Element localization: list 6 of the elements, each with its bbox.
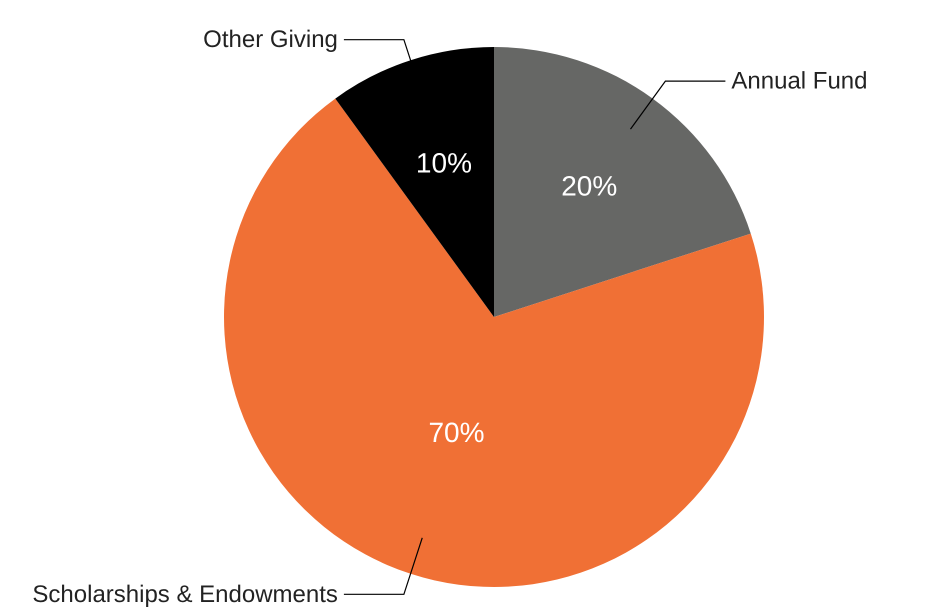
data-label: 70% [428, 417, 484, 448]
slice-label: Scholarships & Endowments [32, 580, 338, 608]
slice-label: Other Giving [203, 26, 338, 54]
slice-label: Annual Fund [731, 68, 868, 95]
data-label: 10% [416, 147, 472, 178]
data-label: 20% [561, 170, 618, 202]
